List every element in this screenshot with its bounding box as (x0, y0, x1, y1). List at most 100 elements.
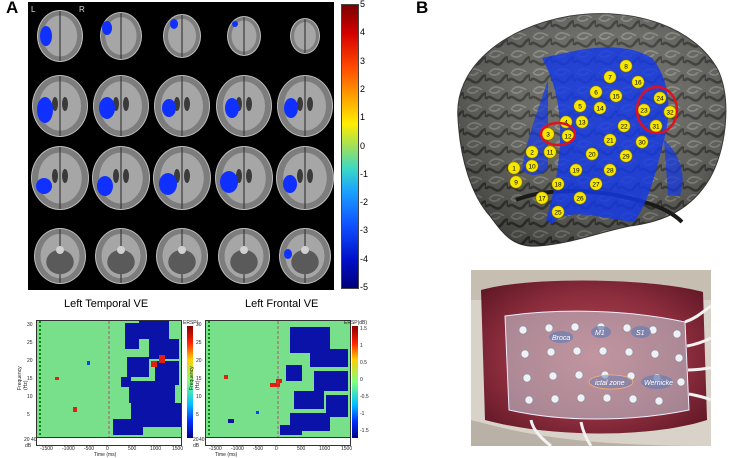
mri-slice (93, 75, 149, 137)
tf-ytick: 20 (27, 358, 33, 364)
mri-slice-grid: L R (28, 2, 334, 290)
tf-right-baseline (205, 437, 351, 446)
electrode: 23 (637, 103, 651, 117)
mri-slice (100, 12, 142, 60)
mri-colorbar-tick: -5 (360, 282, 369, 292)
tf-ytick: 30 (27, 322, 33, 328)
intraoperative-photo: Broca M1 S1 ictal zone Wernicke (471, 270, 711, 446)
electrode-label: 20 (588, 151, 596, 158)
tf-sync-patch (159, 355, 165, 363)
mri-slice (37, 10, 83, 62)
mri-colorbar-tick: 0 (360, 140, 366, 151)
mri-slice (153, 146, 211, 210)
tf-right-bottom-tick-b: 40 (199, 437, 205, 443)
tf-xtick: 0 (275, 446, 278, 452)
tf-ytick: 10 (27, 394, 33, 400)
mri-slice (227, 16, 261, 56)
photo-scene: Broca M1 S1 ictal zone Wernicke (471, 270, 711, 446)
mri-slice (216, 75, 272, 137)
mri-slice (156, 228, 208, 284)
activation-blob (99, 97, 115, 119)
electrode-label: 30 (638, 139, 646, 146)
electrode-label: 2 (530, 149, 534, 156)
mri-colorbar-tick: 1 (360, 112, 366, 123)
tf-desync-patch (280, 425, 302, 435)
tf-desync-patch (326, 395, 348, 417)
activation-blob (40, 26, 52, 46)
mri-colorbar-tick: 3 (360, 55, 366, 66)
mri-colorbar-tick: 4 (360, 27, 366, 38)
tf-desync-patch (310, 349, 348, 367)
electrode: 10 (525, 159, 539, 173)
tf-desync-patch (129, 381, 175, 403)
electrode-label: 32 (666, 109, 674, 116)
mri-slice (279, 228, 331, 284)
mri-colorbar-tick: -1 (360, 168, 369, 179)
highlight-circle-large (635, 85, 679, 135)
photo-label-m1: M1 (595, 330, 605, 337)
electrode-label: 24 (656, 95, 664, 102)
electrode-label: 11 (547, 149, 554, 156)
tf-xtick: 1500 (341, 446, 353, 452)
electrode: 21 (603, 133, 617, 147)
tf-ytick: 5 (27, 412, 30, 418)
tf-desync-patch (121, 377, 131, 387)
tf-desync-patch (228, 419, 234, 423)
mri-slice (34, 228, 86, 284)
mri-slices (31, 10, 334, 284)
tf-xtick: 1000 (319, 446, 331, 452)
electrode: 11 (543, 145, 557, 159)
electrode: 1 (507, 161, 521, 175)
electrode: 26 (573, 191, 587, 205)
tf-sync-patch (55, 377, 59, 380)
electrode: 17 (535, 191, 549, 205)
tf-desync-patch (139, 321, 169, 339)
electrode-label: 23 (640, 107, 648, 114)
electrode: 7 (603, 70, 617, 84)
electrode: 32 (663, 105, 677, 119)
mri-slice (154, 75, 210, 137)
panel-a-letter: A (6, 0, 19, 17)
photo-label-s1: S1 (636, 330, 645, 337)
electrode: 6 (589, 85, 603, 99)
tf-right-cbar-tick: 1 (360, 343, 363, 349)
electrode: 29 (619, 149, 633, 163)
tf-ytick: 25 (27, 340, 33, 346)
tf-ytick: 30 (196, 322, 202, 328)
tf-right-cbar-title: ERSP(dB) (344, 320, 368, 326)
tf-left-title: Left Temporal VE (64, 298, 149, 310)
activation-blob (37, 97, 53, 123)
activation-blob (225, 98, 239, 118)
activation-blob (102, 21, 112, 35)
mri-colorbar (341, 4, 359, 289)
tf-right-cbar-tick: -1.5 (360, 428, 369, 434)
mri-slice (31, 146, 89, 210)
tf-right-bottom-unit: dB (193, 443, 200, 449)
electrode: 13 (575, 115, 589, 129)
tf-left-bottom-unit: dB (25, 443, 32, 449)
tf-right-cbar-tick: 0 (360, 377, 363, 383)
mri-colorbar-tick: -4 (360, 253, 369, 264)
activation-blob (159, 173, 177, 195)
mri-slice (290, 18, 320, 54)
electrode-label: 1 (512, 165, 516, 172)
tf-ytick: 15 (196, 376, 202, 382)
electrode-label: 15 (612, 93, 620, 100)
mri-left-label: L (31, 5, 36, 14)
electrode: 5 (573, 99, 587, 113)
mri-slice (32, 75, 88, 137)
tf-left-ylabel: Frequency (Hz) (17, 366, 29, 390)
tf-xtick: -500 (84, 446, 95, 452)
mri-colorbar-tick: 2 (360, 83, 366, 94)
tf-right-cbar-tick: 0.5 (360, 360, 367, 366)
tf-xtick: 1000 (150, 446, 162, 452)
electrode-label: 28 (606, 167, 614, 174)
mri-slice (92, 146, 150, 210)
mri-colorbar-tick: -3 (360, 225, 369, 236)
tf-xtick: 0 (106, 446, 109, 452)
tf-ytick: 20 (196, 358, 202, 364)
tf-sync-patch (270, 383, 280, 387)
mri-slice (215, 146, 273, 210)
tf-xtick: -1500 (40, 446, 53, 452)
electrode-label: 5 (578, 103, 582, 110)
